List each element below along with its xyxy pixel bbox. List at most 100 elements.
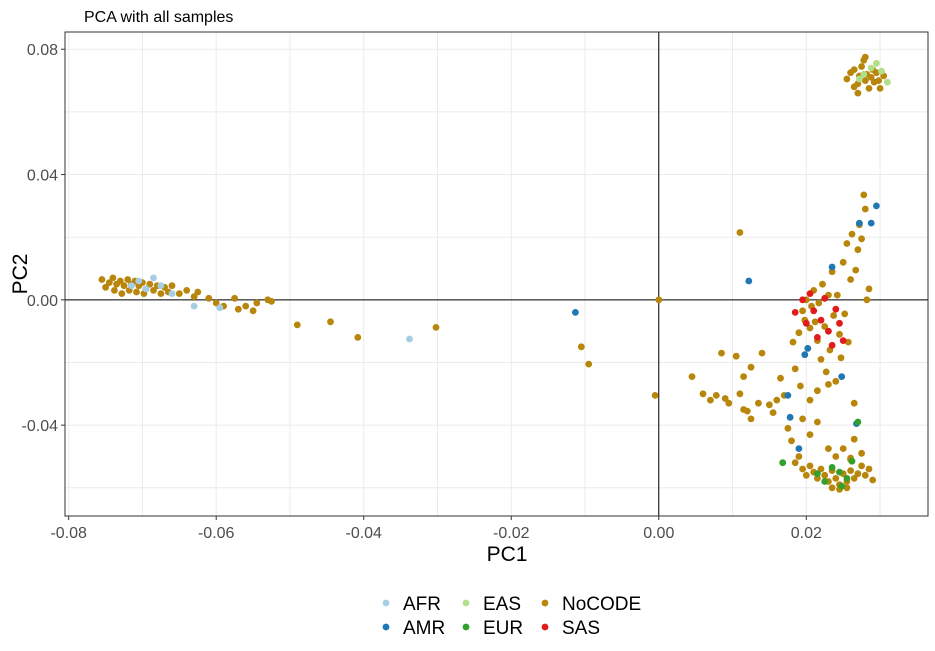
data-point (863, 296, 871, 304)
series-sas (791, 290, 847, 349)
data-point (822, 368, 830, 376)
data-point (832, 475, 840, 482)
data-point (858, 235, 865, 243)
data-point (242, 302, 250, 310)
data-point (725, 399, 733, 407)
data-point (127, 282, 135, 290)
data-point (865, 465, 873, 473)
data-point (844, 338, 852, 346)
data-point (190, 293, 198, 301)
data-point (821, 471, 829, 479)
data-point (747, 363, 755, 371)
data-point (699, 390, 707, 398)
data-point (828, 341, 836, 349)
data-point (854, 89, 862, 97)
data-point (795, 329, 803, 337)
data-point (825, 445, 832, 452)
data-point (811, 318, 819, 326)
legend-label-eas: EAS (483, 594, 521, 615)
data-point (873, 69, 880, 77)
data-point (205, 294, 213, 302)
data-point (721, 395, 729, 402)
data-point (847, 467, 854, 474)
data-point (821, 323, 829, 330)
data-point (168, 290, 176, 297)
data-point (146, 280, 154, 288)
data-point (867, 219, 875, 227)
plot-panel-border (64, 31, 929, 517)
data-point (848, 457, 856, 465)
data-point (786, 413, 794, 421)
data-point (216, 304, 224, 312)
data-point (779, 459, 787, 467)
data-point (804, 345, 812, 352)
data-point (850, 435, 858, 443)
data-point (806, 462, 814, 470)
data-point (850, 83, 858, 91)
data-point (869, 476, 877, 484)
x-axis-title: PC1 (487, 543, 528, 566)
data-point (836, 319, 843, 327)
data-point (814, 387, 821, 395)
data-point (799, 296, 806, 304)
data-point (773, 396, 781, 404)
data-point (157, 290, 165, 297)
data-point (168, 282, 176, 290)
data-point (837, 354, 845, 362)
data-point (848, 230, 856, 238)
data-point (102, 283, 109, 291)
data-point (814, 334, 821, 341)
data-point (124, 276, 132, 283)
legend: AFR AMR EAS EUR NoCODE SAS (382, 594, 641, 639)
data-point (755, 399, 762, 407)
legend-key-amr (382, 623, 390, 631)
data-point (821, 294, 829, 302)
data-point (832, 305, 840, 313)
data-point (795, 453, 803, 460)
legend-key-eas (462, 599, 470, 607)
data-point (806, 431, 814, 438)
x-tick-label: 0.00 (643, 525, 674, 542)
data-point (860, 191, 868, 199)
data-point (873, 59, 880, 67)
data-point (577, 343, 585, 351)
data-point (867, 64, 875, 72)
data-point (190, 302, 198, 310)
data-point (825, 381, 832, 388)
data-point (253, 299, 261, 307)
data-point (212, 299, 220, 307)
data-point (707, 396, 714, 404)
legend-key-eur (462, 623, 470, 631)
data-point (836, 330, 843, 338)
data-point (157, 282, 165, 290)
data-point (293, 321, 301, 329)
data-point (838, 373, 846, 380)
data-point (841, 310, 849, 318)
legend-label-amr: AMR (403, 618, 445, 639)
data-point (354, 334, 362, 341)
data-point (828, 268, 836, 276)
data-point (843, 484, 851, 492)
data-point (850, 475, 858, 482)
data-point (873, 202, 880, 210)
data-point (861, 205, 869, 213)
x-tick-label: -0.02 (493, 525, 530, 542)
data-point (858, 449, 865, 457)
y-axis-title: PC2 (9, 254, 32, 295)
data-point (860, 70, 868, 78)
data-point (194, 288, 202, 296)
data-point (854, 418, 862, 426)
series-eur (779, 418, 862, 490)
data-point (799, 307, 806, 315)
data-point (802, 471, 810, 479)
data-point (821, 478, 829, 485)
data-point (854, 470, 862, 478)
data-point (856, 75, 863, 83)
data-point (743, 407, 751, 415)
data-points (98, 53, 891, 493)
data-point (150, 274, 157, 282)
data-point (234, 305, 242, 313)
data-point (651, 392, 659, 399)
data-point (795, 445, 803, 452)
data-point (736, 390, 744, 398)
